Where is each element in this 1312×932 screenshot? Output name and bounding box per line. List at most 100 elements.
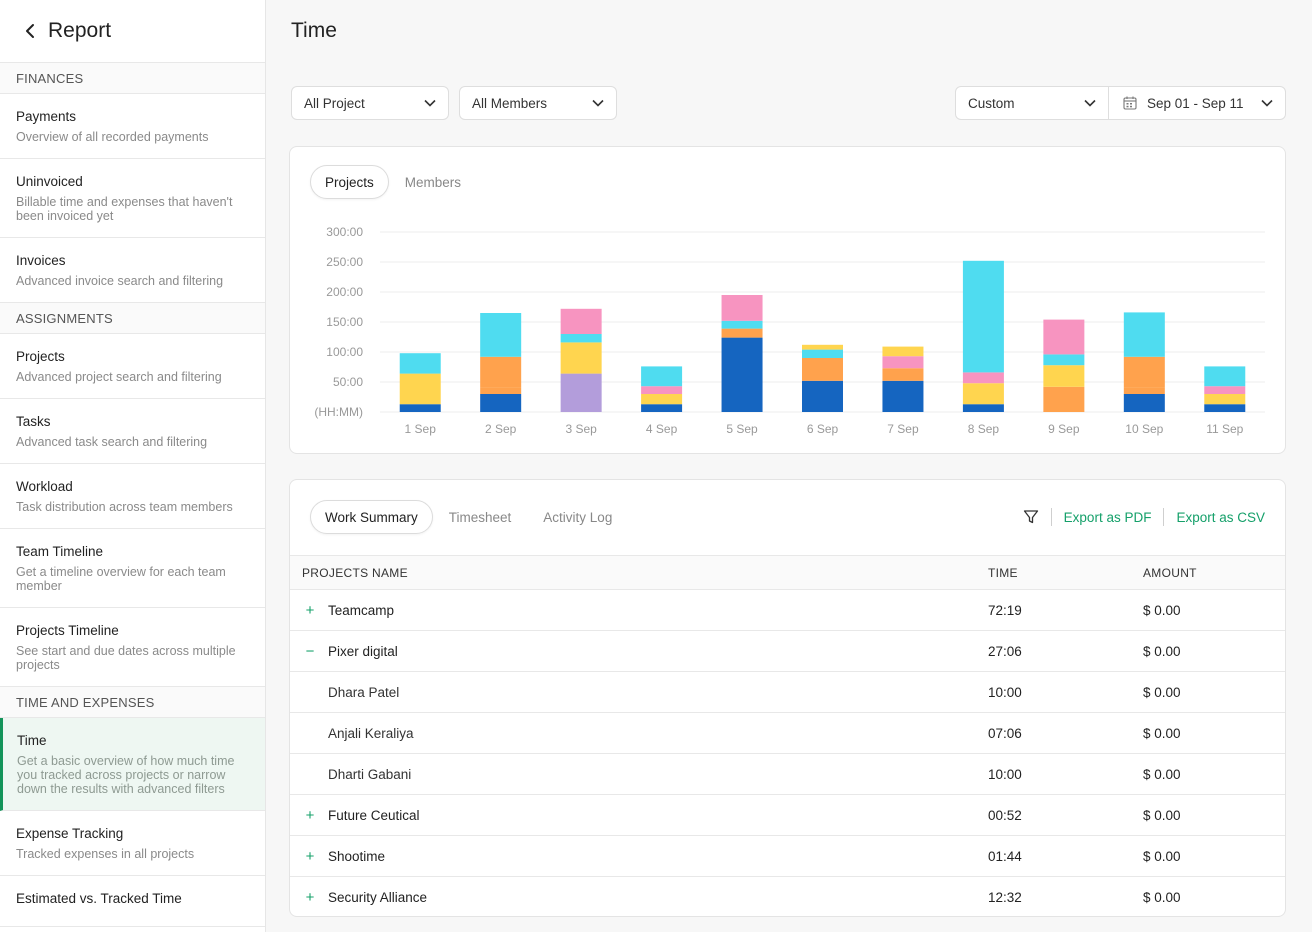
cell-name: + Shootime bbox=[290, 835, 988, 877]
tab-work-summary[interactable]: Work Summary bbox=[310, 500, 433, 534]
cell-amount: $ 0.00 bbox=[1143, 794, 1285, 836]
expand-icon[interactable]: + bbox=[305, 601, 315, 619]
bar-segment[interactable] bbox=[560, 342, 602, 374]
date-range-filter: Custom Sep 01 - Sep 11 bbox=[955, 86, 1286, 120]
bar-segment[interactable] bbox=[1123, 394, 1165, 412]
bar-segment[interactable] bbox=[962, 372, 1004, 384]
members-filter-dropdown[interactable]: All Members bbox=[459, 86, 617, 120]
bar-segment[interactable] bbox=[1043, 365, 1085, 387]
bar-segment[interactable] bbox=[802, 358, 843, 381]
table-row-project[interactable]: + Security Alliance 12:32 $ 0.00 bbox=[290, 877, 1285, 917]
table-row-project[interactable]: − Pixer digital 27:06 $ 0.00 bbox=[290, 630, 1285, 672]
members-filter-value: All Members bbox=[472, 95, 548, 111]
table-row-project[interactable]: + Future Ceutical 00:52 $ 0.00 bbox=[290, 794, 1285, 836]
bar-segment[interactable] bbox=[480, 356, 522, 388]
expand-icon[interactable]: + bbox=[305, 888, 315, 906]
bar-segment[interactable] bbox=[1123, 356, 1165, 388]
bar-segment[interactable] bbox=[399, 353, 441, 374]
bar-segment[interactable] bbox=[962, 404, 1004, 412]
bar-segment[interactable] bbox=[1204, 404, 1246, 412]
sidebar-item-uninvoiced[interactable]: Uninvoiced Billable time and expenses tha… bbox=[0, 159, 265, 238]
bar-segment[interactable] bbox=[962, 383, 1004, 405]
bar-segment[interactable] bbox=[882, 380, 924, 412]
bar-segment[interactable] bbox=[882, 346, 924, 357]
export-pdf-link[interactable]: Export as PDF bbox=[1063, 509, 1152, 525]
bar-segment[interactable] bbox=[1043, 354, 1085, 366]
bar-segment[interactable] bbox=[560, 373, 602, 412]
back-arrow-icon[interactable] bbox=[20, 21, 40, 41]
bar-segment[interactable] bbox=[641, 404, 683, 412]
sidebar-item-title: Time bbox=[17, 733, 47, 748]
row-name: Future Ceutical bbox=[328, 807, 420, 823]
sidebar-item-workload[interactable]: Workload Task distribution across team me… bbox=[0, 464, 265, 529]
bar-segment[interactable] bbox=[802, 344, 843, 350]
bar-segment[interactable] bbox=[882, 368, 924, 376]
x-tick-label: 7 Sep bbox=[887, 422, 919, 436]
bar-segment[interactable] bbox=[721, 337, 763, 412]
bar-segment[interactable] bbox=[1123, 312, 1165, 357]
bar-segment[interactable] bbox=[560, 308, 602, 334]
table-actions: Export as PDF Export as CSV bbox=[1023, 508, 1265, 526]
row-name: Shootime bbox=[328, 848, 386, 864]
cell-time: 10:00 bbox=[988, 753, 1143, 795]
bar-segment[interactable] bbox=[1204, 366, 1246, 387]
table-row-member: Anjali Keraliya 07:06 $ 0.00 bbox=[290, 712, 1285, 754]
bar-segment[interactable] bbox=[802, 349, 843, 358]
export-csv-link[interactable]: Export as CSV bbox=[1176, 509, 1265, 525]
sidebar-item-estimated-vs-tracked-time[interactable]: Estimated vs. Tracked Time bbox=[0, 876, 265, 927]
sidebar-item-expense-tracking[interactable]: Expense Tracking Tracked expenses in all … bbox=[0, 811, 265, 876]
table-row-project[interactable]: + Shootime 01:44 $ 0.00 bbox=[290, 835, 1285, 877]
y-tick-label: 50:00 bbox=[333, 375, 363, 389]
sidebar-item-payments[interactable]: Payments Overview of all recorded payment… bbox=[0, 94, 265, 159]
sidebar-item-projects[interactable]: Projects Advanced project search and filt… bbox=[0, 334, 265, 399]
summary-card: Work Summary Timesheet Activity Log Expo… bbox=[289, 479, 1286, 917]
bar-segment[interactable] bbox=[1043, 319, 1085, 355]
bar-segment[interactable] bbox=[882, 376, 924, 381]
bar-segment[interactable] bbox=[1204, 386, 1246, 394]
project-filter-dropdown[interactable]: All Project bbox=[291, 86, 449, 120]
sidebar-item-tasks[interactable]: Tasks Advanced task search and filtering bbox=[0, 399, 265, 464]
tab-projects[interactable]: Projects bbox=[310, 165, 389, 199]
y-tick-label: 300:00 bbox=[326, 225, 363, 239]
sidebar-item-team-timeline[interactable]: Team Timeline Get a timeline overview for… bbox=[0, 529, 265, 608]
sidebar-item-description: Advanced task search and filtering bbox=[16, 435, 208, 449]
expand-icon[interactable]: + bbox=[305, 806, 315, 824]
sidebar-item-title: Invoices bbox=[16, 253, 66, 268]
tab-activity-log[interactable]: Activity Log bbox=[543, 509, 613, 525]
sidebar-item-title: Workload bbox=[16, 479, 73, 494]
bar-segment[interactable] bbox=[962, 260, 1004, 373]
bar-segment[interactable] bbox=[1043, 386, 1085, 412]
bar-segment[interactable] bbox=[721, 328, 763, 338]
bar-segment[interactable] bbox=[721, 295, 763, 321]
bar-segment[interactable] bbox=[480, 313, 522, 357]
sidebar-item-time[interactable]: Time Get a basic overview of how much tim… bbox=[0, 718, 265, 811]
bar-segment[interactable] bbox=[641, 366, 683, 387]
sidebar-item-invoices[interactable]: Invoices Advanced invoice search and filt… bbox=[0, 238, 265, 303]
bar-segment[interactable] bbox=[560, 334, 602, 343]
date-range-picker[interactable]: Sep 01 - Sep 11 bbox=[1109, 87, 1285, 119]
cell-time: 07:06 bbox=[988, 712, 1143, 754]
expand-icon[interactable]: + bbox=[305, 847, 315, 865]
bar-segment[interactable] bbox=[641, 386, 683, 394]
bar-segment[interactable] bbox=[1204, 394, 1246, 405]
table-row-project[interactable]: + Teamcamp 72:19 $ 0.00 bbox=[290, 589, 1285, 631]
sidebar-item-projects-timeline[interactable]: Projects Timeline See start and due dates… bbox=[0, 608, 265, 687]
sidebar-section-finances: FINANCES bbox=[0, 63, 265, 94]
range-type-dropdown[interactable]: Custom bbox=[956, 87, 1109, 119]
bar-segment[interactable] bbox=[721, 320, 763, 329]
bar-segment[interactable] bbox=[802, 380, 843, 412]
collapse-icon[interactable]: − bbox=[305, 642, 315, 660]
tab-timesheet[interactable]: Timesheet bbox=[448, 509, 512, 525]
divider bbox=[1050, 508, 1052, 526]
bar-segment[interactable] bbox=[399, 404, 441, 412]
bar-segment[interactable] bbox=[641, 394, 683, 405]
time-bar-chart: (HH:MM) 50:00 100:00 150:00 200:00 250:00 300:… bbox=[314, 225, 1265, 436]
range-type-value: Custom bbox=[968, 95, 1015, 111]
bar-segment[interactable] bbox=[399, 373, 441, 405]
bar-segment[interactable] bbox=[480, 394, 522, 412]
bar-segment[interactable] bbox=[1123, 387, 1165, 394]
bar-segment[interactable] bbox=[480, 387, 522, 394]
tab-members[interactable]: Members bbox=[404, 174, 462, 190]
bar-segment[interactable] bbox=[882, 356, 924, 369]
filter-icon[interactable] bbox=[1023, 509, 1039, 525]
